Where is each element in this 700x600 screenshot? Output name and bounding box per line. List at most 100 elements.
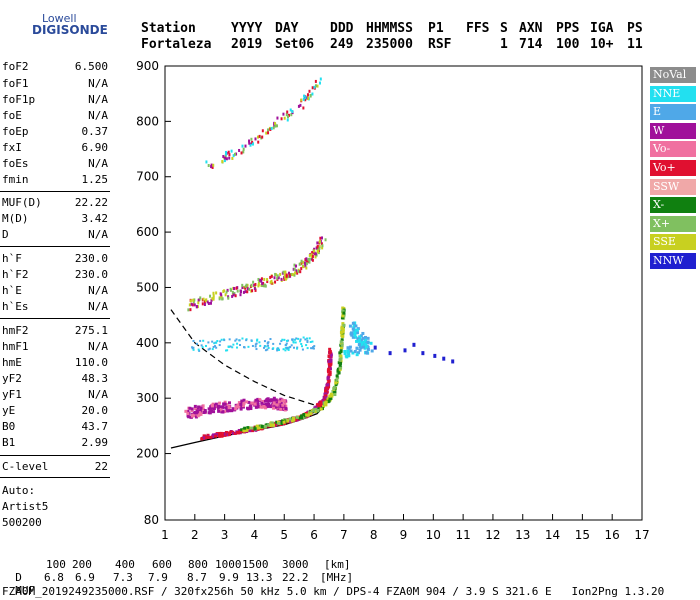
trace-w-echo	[239, 407, 243, 411]
trace-w-echo	[237, 401, 241, 405]
multihop-2-echo	[321, 244, 324, 248]
e-band-echo	[236, 346, 239, 349]
trace-x-echo	[334, 383, 338, 387]
e-band-echo	[228, 338, 231, 341]
e-cluster-echo	[352, 324, 356, 328]
multihop-3-echo	[274, 122, 277, 126]
trace-x-echo	[243, 426, 247, 430]
e-band-echo	[284, 346, 287, 349]
e-band-echo	[281, 338, 284, 341]
e-cluster-echo	[353, 331, 357, 335]
trace-x-echo	[250, 426, 254, 430]
multihop-2-echo	[293, 263, 296, 267]
trace-w-echo	[279, 401, 283, 405]
trace-w-echo	[217, 407, 221, 411]
e-band-echo	[192, 348, 195, 351]
e-cluster-echo	[361, 345, 365, 349]
trace-w-echo	[186, 409, 190, 413]
trace-x-echo	[326, 397, 330, 401]
param-hes: h`Es N/A	[2, 300, 108, 317]
multihop-2-echo	[244, 284, 247, 288]
multihop-3-echo	[272, 126, 275, 130]
trace-o-echo	[202, 434, 206, 438]
trace-w-echo	[199, 406, 203, 410]
e-cluster-echo	[364, 342, 368, 346]
e-band-echo	[312, 347, 315, 350]
trace-w-echo	[212, 405, 216, 409]
e-band-echo	[239, 344, 242, 347]
trace-w-echo	[201, 404, 205, 408]
multihop-3-echo	[302, 97, 305, 101]
trace-x-echo	[339, 354, 343, 358]
e-cluster-echo	[351, 335, 355, 339]
trace-w-echo	[283, 401, 287, 405]
trace-x-echo	[316, 409, 320, 413]
trace-w-echo	[223, 410, 227, 414]
multihop-2-echo	[302, 265, 305, 269]
e-band-echo	[310, 347, 313, 350]
param-key: foF2	[2, 60, 29, 73]
e-band-echo	[254, 345, 257, 348]
multihop-3-echo	[314, 84, 317, 88]
multihop-3-echo	[289, 108, 292, 112]
trace-w-echo	[223, 400, 227, 404]
footer-d-value: 1500	[242, 558, 269, 571]
param-mufd: MUF(D) 22.22	[2, 196, 108, 213]
multihop-3-echo	[244, 144, 247, 148]
e-band-echo	[211, 348, 214, 351]
param-value: N/A	[88, 388, 108, 401]
e-band-echo	[292, 340, 295, 343]
footer-d-row: D	[2, 558, 22, 584]
trace-x-echo	[253, 427, 257, 431]
auto-label: Auto:	[2, 484, 36, 497]
trace-w-echo	[260, 401, 264, 405]
trace-x-echo	[245, 428, 249, 432]
e-cluster-echo	[353, 333, 357, 337]
e-band-echo	[290, 344, 293, 347]
trace-o-echo	[233, 431, 237, 435]
param-md: M(D) 3.42	[2, 212, 108, 229]
e-cluster-echo	[358, 348, 362, 352]
e-cluster-echo	[354, 324, 358, 328]
multihop-2-echo	[231, 290, 234, 294]
param-key: foF1p	[2, 93, 36, 106]
param-value: 3.42	[81, 212, 109, 225]
trace-w-echo	[201, 407, 205, 411]
trace-w-echo	[242, 398, 246, 402]
plot-frame	[164, 65, 643, 521]
trace-o-echo	[329, 358, 333, 362]
e-band-echo	[311, 347, 314, 350]
x-tick-label: 5	[280, 528, 288, 542]
trace-o-echo	[328, 362, 332, 366]
e-band-echo	[216, 340, 219, 343]
trace-w-echo	[271, 406, 275, 410]
trace-x-echo	[338, 363, 342, 367]
nnw-echo	[373, 345, 377, 350]
trace-o-echo	[236, 430, 240, 434]
multihop-2-echo	[257, 281, 260, 285]
multihop-3-echo	[308, 89, 311, 93]
e-cluster-echo	[359, 343, 363, 347]
e-band-echo	[207, 348, 210, 351]
trace-x-echo	[257, 426, 261, 430]
trace-x-echo	[298, 416, 302, 420]
e-band-echo	[255, 339, 258, 342]
trace-o-echo	[328, 347, 332, 351]
trace-x-echo	[341, 306, 345, 310]
e-band-echo	[276, 348, 279, 351]
e-band-echo	[192, 346, 195, 349]
param-b1: B1 2.99	[2, 436, 108, 453]
e-cluster-echo	[361, 336, 365, 340]
trace-x-echo	[267, 423, 271, 427]
e-band-echo	[266, 348, 269, 351]
trace-o-echo	[321, 399, 325, 403]
param-key: foEs	[2, 157, 29, 170]
e-band-echo	[272, 342, 275, 345]
multihop-3-echo	[249, 143, 252, 147]
e-band-echo	[306, 347, 309, 350]
multihop-2-echo	[242, 290, 245, 294]
e-cluster-echo	[362, 340, 366, 344]
trace-w-echo	[212, 403, 216, 407]
legend-item-x: X+	[650, 215, 696, 232]
multihop-3-echo	[207, 164, 210, 168]
